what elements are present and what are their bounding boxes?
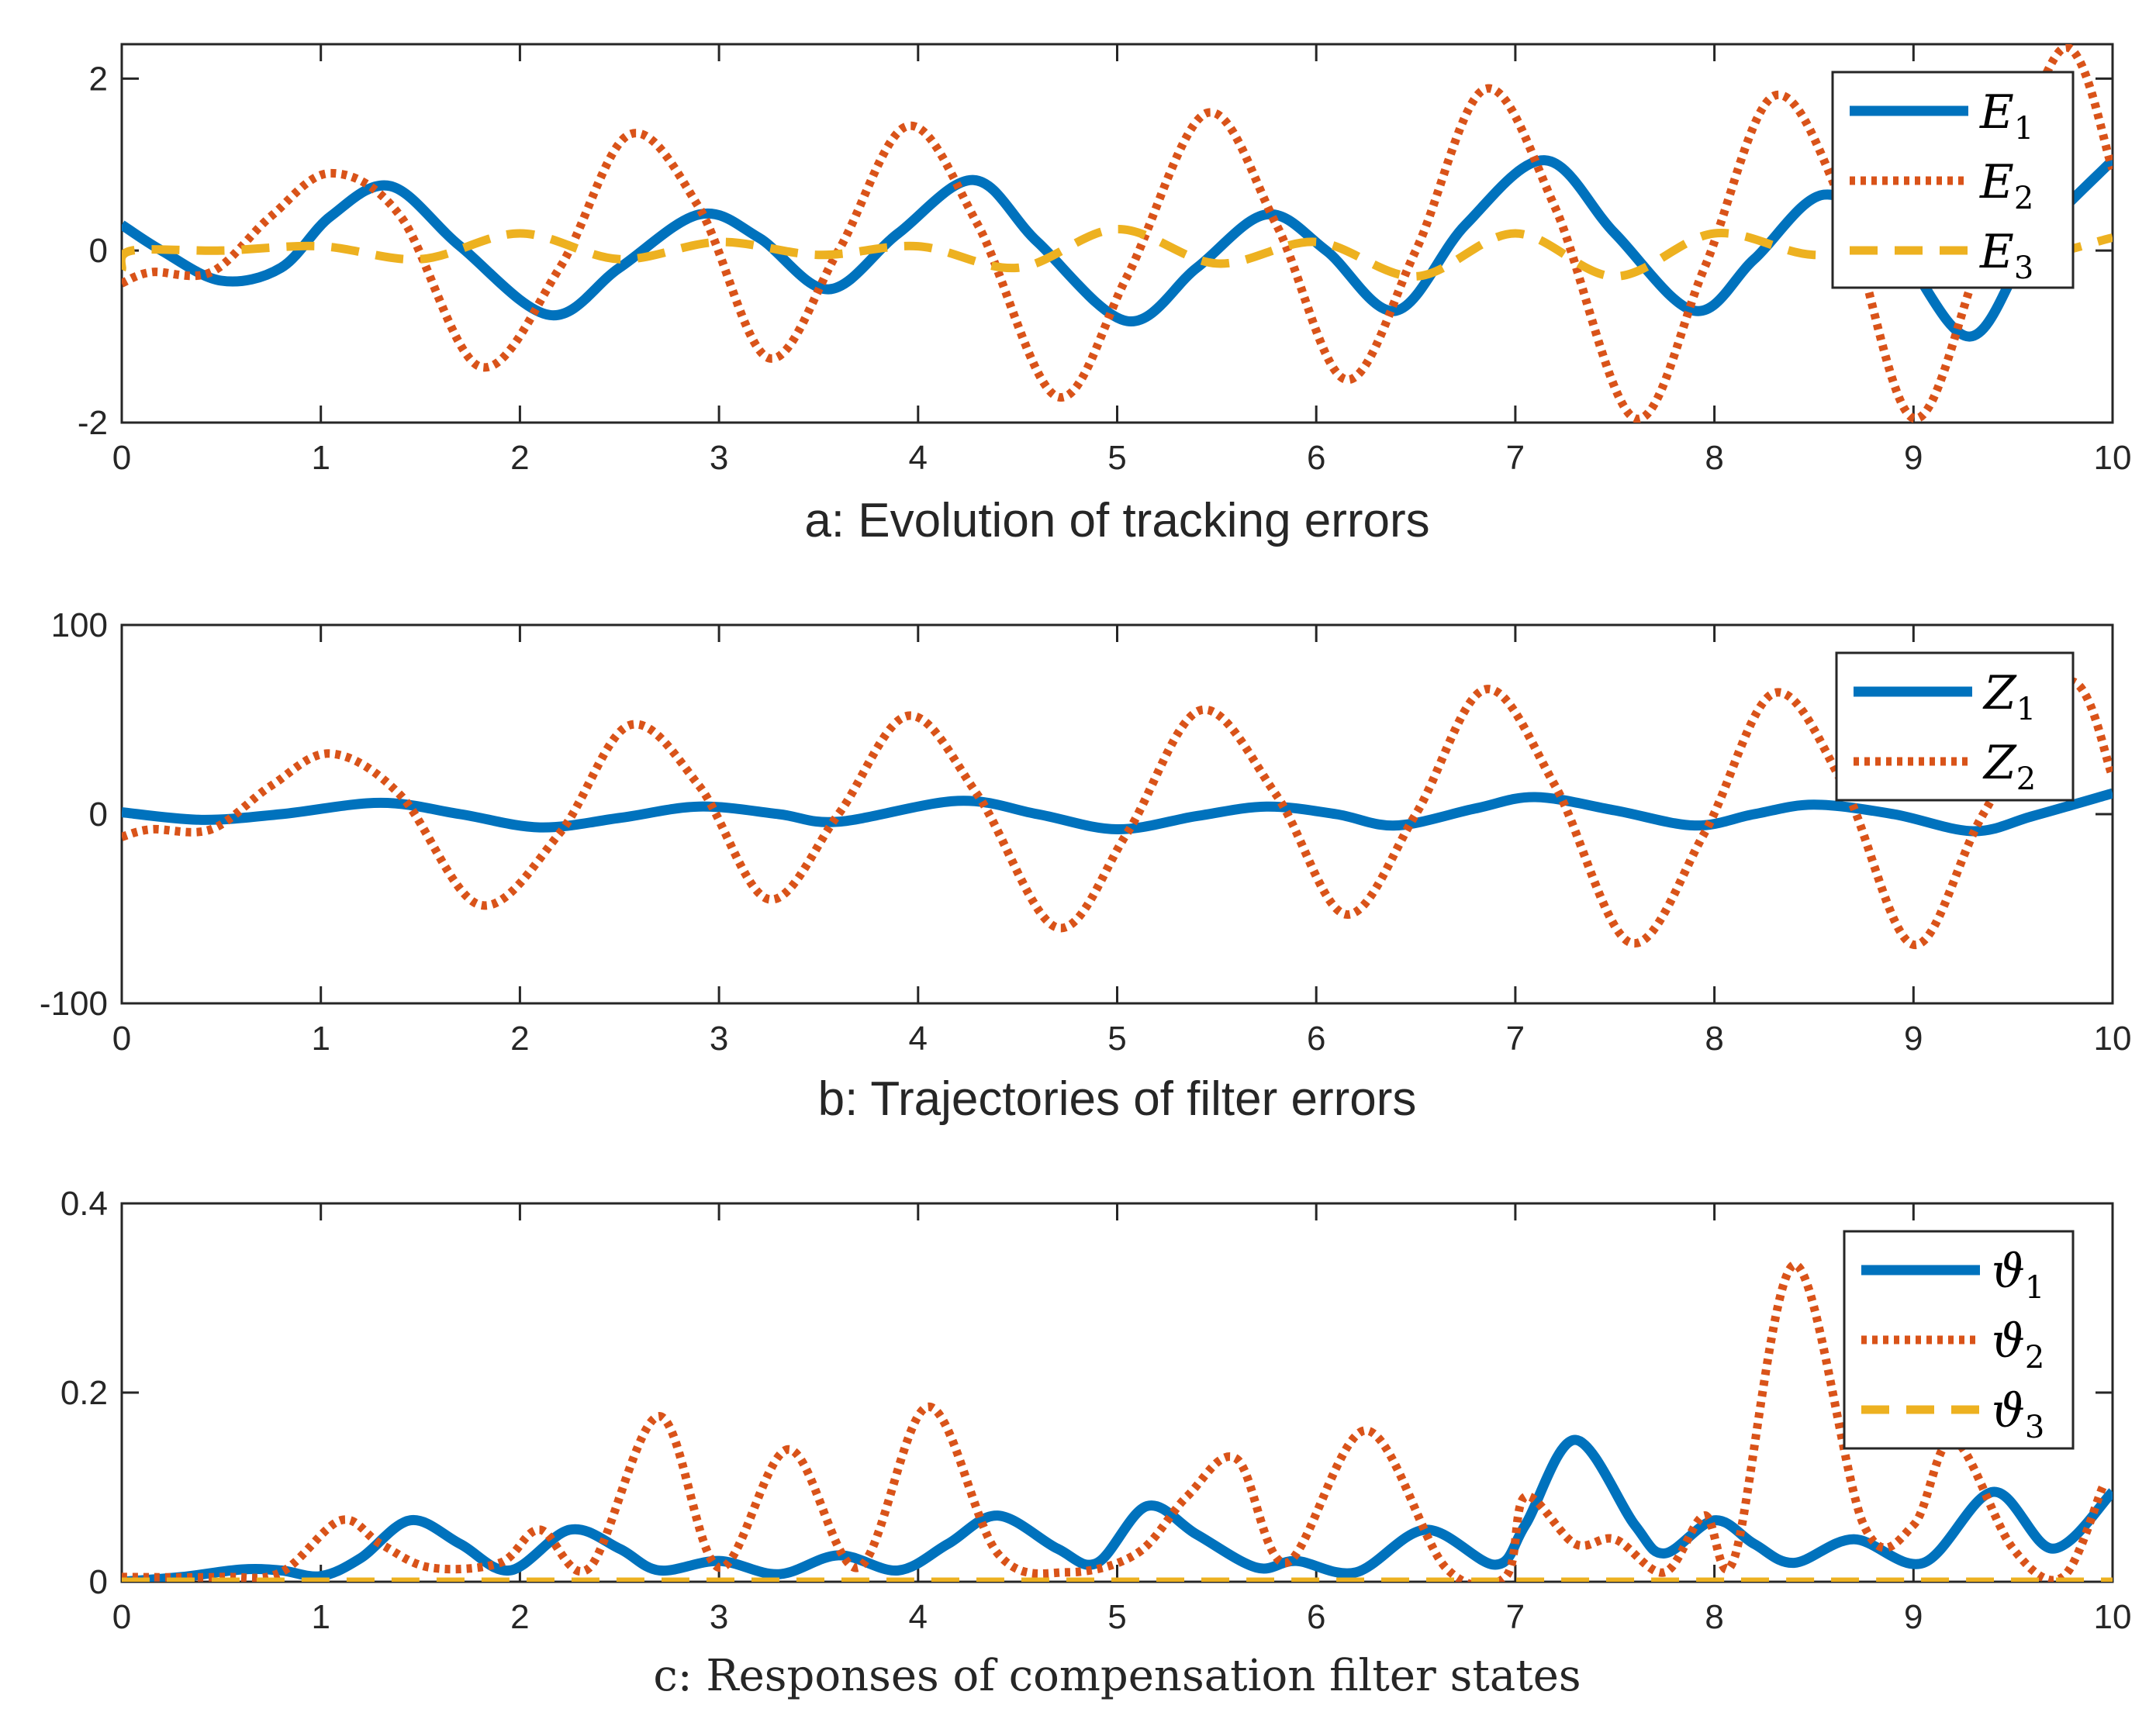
plot-area bbox=[120, 623, 2114, 1005]
x-tick-label: 8 bbox=[1705, 1598, 1723, 1636]
series-group bbox=[122, 677, 2113, 949]
x-tick-label: 9 bbox=[1904, 439, 1923, 477]
x-tick-label: 1 bbox=[311, 1020, 330, 1058]
legend-label-theta1: ϑ1 bbox=[1992, 1244, 2044, 1306]
series-line-theta1 bbox=[122, 1434, 2113, 1582]
series-line-E1 bbox=[122, 155, 2113, 342]
x-tick-label: 10 bbox=[2094, 1598, 2132, 1636]
x-tick-label: 3 bbox=[710, 1020, 728, 1058]
legend-label-Z2: Z2 bbox=[1982, 736, 2036, 797]
x-tick-label: 6 bbox=[1307, 1598, 1325, 1636]
y-tick-label: 0.4 bbox=[60, 1185, 108, 1223]
legend-label-theta3: ϑ3 bbox=[1992, 1384, 2044, 1445]
chart-3: 0 1 2 3 4 5 6 7 8 9 10 0 0.2 0.4 ϑ1 ϑ2 ϑ3 c: Responses of… bbox=[60, 1185, 2132, 1701]
x-tick-label: 5 bbox=[1107, 1020, 1126, 1058]
y-tick-label: -100 bbox=[40, 985, 108, 1023]
x-tick-label: 7 bbox=[1506, 1020, 1525, 1058]
legend-label-E1: E1 bbox=[1979, 85, 2033, 147]
y-tick-label: -2 bbox=[78, 404, 108, 442]
legend-label-E3: E3 bbox=[1979, 225, 2033, 286]
legend-label-theta2: ϑ2 bbox=[1992, 1314, 2044, 1376]
x-tick-label: 0 bbox=[112, 439, 131, 477]
legend: E1 E2 E3 bbox=[1831, 71, 2075, 289]
x-tick-label: 1 bbox=[311, 1598, 330, 1636]
y-tick-label: 0.2 bbox=[60, 1374, 108, 1412]
series-line-Z1 bbox=[122, 788, 2113, 837]
y-tick-label: 0 bbox=[89, 232, 108, 270]
series-group bbox=[122, 1260, 2113, 1582]
chart-caption: b: Trajectories of filter errors bbox=[818, 1072, 1417, 1126]
x-tick-label: 2 bbox=[510, 439, 529, 477]
x-tick-label: 9 bbox=[1904, 1598, 1923, 1636]
x-tick-label: 5 bbox=[1107, 1598, 1126, 1636]
legend-box bbox=[1835, 651, 2075, 802]
x-tick-label: 7 bbox=[1506, 1598, 1525, 1636]
x-tick-label: 3 bbox=[710, 1598, 728, 1636]
plot-area bbox=[120, 1202, 2114, 1583]
y-tick-label: 2 bbox=[89, 60, 108, 98]
legend: ϑ1 ϑ2 ϑ3 bbox=[1843, 1230, 2075, 1450]
x-tick-label: 7 bbox=[1506, 439, 1525, 477]
x-tick-label: 5 bbox=[1107, 439, 1126, 477]
y-tick-label: 0 bbox=[89, 796, 108, 834]
y-tick-label: 0 bbox=[89, 1563, 108, 1601]
series-line-E3 bbox=[122, 224, 2113, 281]
x-tick-label: 3 bbox=[710, 439, 728, 477]
x-tick-label: 4 bbox=[909, 1020, 928, 1058]
series-line-Z2 bbox=[122, 677, 2113, 949]
x-tick-label: 2 bbox=[510, 1598, 529, 1636]
x-tick-label: 8 bbox=[1705, 1020, 1723, 1058]
x-tick-label: 0 bbox=[112, 1598, 131, 1636]
x-tick-label: 4 bbox=[909, 439, 928, 477]
x-tick-label: 4 bbox=[909, 1598, 928, 1636]
series-line-theta2 bbox=[122, 1260, 2107, 1582]
x-tick-label: 1 bbox=[311, 439, 330, 477]
legend-label-E2: E2 bbox=[1979, 155, 2033, 216]
chart-caption: c: Responses of compensation filter stat… bbox=[653, 1651, 1581, 1701]
x-tick-label: 6 bbox=[1307, 1020, 1325, 1058]
y-tick-label: 100 bbox=[51, 606, 108, 644]
x-tick-label: 6 bbox=[1307, 439, 1325, 477]
x-tick-label: 8 bbox=[1705, 439, 1723, 477]
x-tick-label: 10 bbox=[2094, 1020, 2132, 1058]
x-tick-label: 2 bbox=[510, 1020, 529, 1058]
series-group bbox=[122, 44, 2113, 423]
plot-area bbox=[120, 43, 2114, 424]
x-tick-label: 10 bbox=[2094, 439, 2132, 477]
x-tick-label: 9 bbox=[1904, 1020, 1923, 1058]
legend-label-Z1: Z1 bbox=[1982, 666, 2036, 727]
chart-caption: a: Evolution of tracking errors bbox=[804, 494, 1429, 547]
x-tick-label: 0 bbox=[112, 1020, 131, 1058]
